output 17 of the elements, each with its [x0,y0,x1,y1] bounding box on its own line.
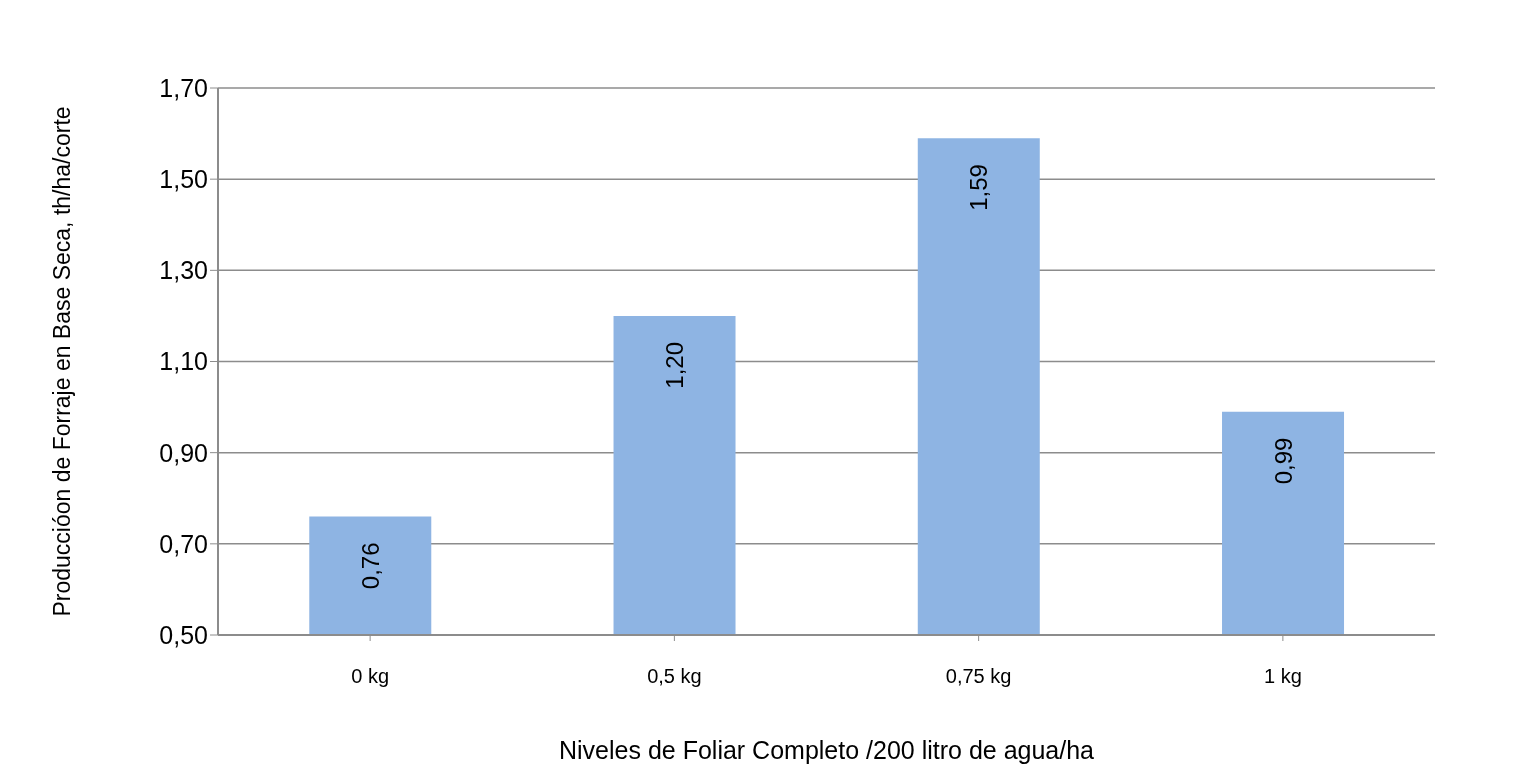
data-label: 0,99 [1269,437,1297,485]
y-tick-label: 1,70 [159,73,208,102]
y-tick-label: 0,70 [159,529,208,558]
y-tick-label: 1,50 [159,165,208,194]
y-tick-label: 0,90 [159,438,208,467]
x-tick-label: 0 kg [351,665,390,688]
y-tick-label: 0,50 [159,620,208,649]
x-tick-label: 0,75 kg [945,665,1012,688]
y-axis-title: Produccióon de Forraje en Base Seca, th/ha/corte [49,106,76,617]
data-label: 0,76 [356,542,384,590]
y-tick-label: 1,10 [159,347,208,376]
x-tick-label: 1 kg [1263,665,1302,688]
x-axis-title: Niveles de Foliar Completo /200 litro de agua/ha [558,736,1095,764]
y-tick-label: 1,30 [159,256,208,285]
x-tick-label: 0,5 kg [647,665,702,688]
data-label: 1,59 [965,164,993,211]
data-label: 1,20 [661,341,689,389]
